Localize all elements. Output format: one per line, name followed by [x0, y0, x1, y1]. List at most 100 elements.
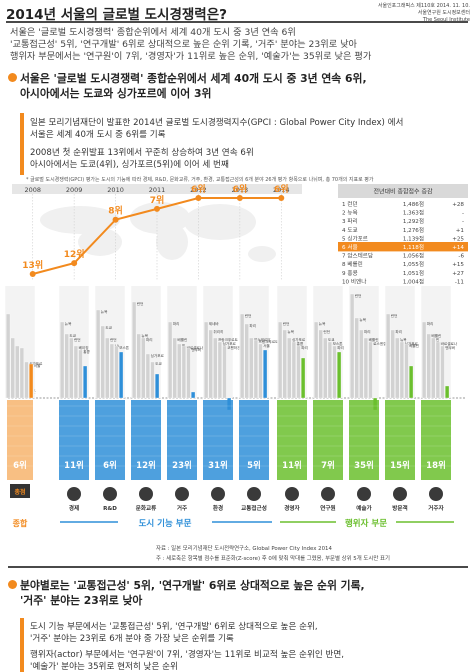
- city-bar-label: 서울: [34, 363, 41, 368]
- table-change: +27: [452, 271, 464, 277]
- city-bar: [395, 337, 400, 399]
- city-bar: [404, 343, 409, 399]
- table-rank: 6 서울: [342, 243, 358, 251]
- city-bar-label: 바르셀로나: [441, 341, 458, 346]
- seoul-bar: [119, 351, 124, 399]
- city-bar-label: 베를린: [177, 337, 187, 342]
- city-bar: [100, 325, 105, 399]
- category-label: 거주자: [428, 504, 444, 512]
- table-rank: 8 베를린: [342, 260, 363, 268]
- table-score: 1,139점: [403, 235, 424, 242]
- city-bar: [282, 329, 287, 399]
- city-bar: [181, 345, 186, 399]
- heading-line: '거주' 분야는 23위로 낮아: [20, 594, 143, 607]
- table-change: +14: [452, 245, 464, 251]
- city-bar-label: 파리: [395, 329, 402, 334]
- body-line: '예술가' 분야는 35위로 현저히 낮은 순위: [30, 662, 178, 672]
- seoul-rank-label: 11위: [64, 460, 84, 471]
- body-line: 일본 모리기념재단이 발표한 2014년 글로벌 도시경쟁력지수(GPCI : …: [30, 118, 404, 128]
- city-bar-label: 파리: [427, 321, 434, 326]
- rank-point: [236, 195, 243, 201]
- category-icon: [175, 487, 189, 501]
- city-bar: [249, 337, 254, 399]
- city-bar: [435, 341, 440, 399]
- city-bar-label: 런던: [245, 313, 252, 318]
- category-icon: [139, 487, 153, 501]
- city-bar-label: 파리: [146, 337, 153, 342]
- summary-line: 행위자 부문에서는 '연구원'이 7위, '경영자'가 11위로 높은 순위, …: [10, 51, 372, 62]
- category-label: 총점: [14, 488, 25, 496]
- city-bar: [145, 353, 150, 399]
- city-bar-label: 런던: [391, 313, 398, 318]
- city-bar: [204, 321, 209, 399]
- seoul-bar: [263, 349, 268, 399]
- city-bar: [426, 333, 431, 399]
- rank-point-label: 6위: [191, 184, 206, 195]
- category-icon: [103, 487, 117, 501]
- category-label: 경영자: [284, 504, 300, 512]
- x-tick-label: 2011: [149, 186, 166, 194]
- city-bar: [368, 341, 373, 399]
- page-title: 2014년 서울의 글로벌 도시경쟁력은?: [6, 7, 227, 23]
- group-label: 도시 기능 부문: [139, 518, 192, 529]
- city-bar-label: 로스엔젤레스: [373, 341, 394, 346]
- city-bar-label: 프랑크푸르트: [259, 339, 280, 344]
- city-bar-label: 취리히: [213, 329, 223, 334]
- category-panel: [385, 400, 415, 480]
- category-label: 경제: [69, 504, 79, 512]
- rank-point-label: 6위: [233, 184, 248, 195]
- category-label: 교통접근성: [241, 504, 267, 512]
- category-panel: [421, 400, 451, 480]
- title-divider: [6, 21, 468, 23]
- seoul-bar: [337, 351, 342, 399]
- city-bar: [24, 361, 29, 399]
- city-bar-label: 서울: [263, 343, 270, 348]
- category-icon: [393, 487, 407, 501]
- group-label: 종합: [13, 518, 28, 528]
- city-bar-label: 베를린: [369, 337, 379, 342]
- city-bar: [386, 313, 391, 399]
- city-bar: [114, 345, 119, 399]
- city-bar-label: 뉴욕: [319, 321, 326, 326]
- city-bar-label: 파리: [364, 329, 371, 334]
- rank-point: [71, 260, 78, 267]
- x-tick-label: 2008: [24, 186, 41, 194]
- table-score: 1,118점: [403, 244, 424, 251]
- category-label: 환경: [213, 504, 223, 512]
- category-panel: [95, 400, 125, 480]
- orange-bullet-icon: [8, 73, 17, 82]
- section-divider: [8, 566, 468, 568]
- table-header-band: [338, 184, 468, 198]
- world-map-shape: [156, 224, 188, 260]
- category-icon: [429, 487, 443, 501]
- city-bar: [186, 347, 191, 399]
- category-panel: [7, 400, 33, 480]
- table-score: 1,363점: [403, 210, 424, 217]
- table-change: -: [462, 211, 464, 217]
- city-bar: [314, 321, 319, 399]
- city-bar-label: 밴쿠버: [445, 345, 455, 350]
- city-bar-label: 빈: [436, 337, 439, 342]
- category-icon: [211, 487, 225, 501]
- quote-bar: [20, 618, 24, 672]
- table-score: 1,055점: [403, 261, 424, 268]
- body-line: '거주' 분야는 23위로 6개 분야 중 가장 낮은 순위를 기록: [30, 634, 234, 644]
- table-change: -6: [458, 254, 464, 260]
- table-rank: 7 암스테르담: [342, 252, 373, 260]
- table-score: 1,486점: [403, 201, 424, 208]
- city-bar-label: 베를린: [431, 333, 441, 338]
- x-tick-label: 2012: [190, 186, 207, 194]
- summary-line: 서울은 '글로벌 도시경쟁력' 종합순위에서 세계 40개 도시 중 3년 연속…: [10, 27, 296, 38]
- city-bar-label: 도쿄: [105, 326, 112, 330]
- table-change: +25: [452, 236, 464, 242]
- city-bar-label: 뉴욕: [141, 333, 148, 338]
- rank-charts: 2008 2009 2010 2011 2012 2013 2014 13위 12위 8위 7위 6위…: [5, 184, 468, 529]
- table-highlight-row: [338, 242, 468, 252]
- seoul-bar: [29, 363, 34, 399]
- table-change: -: [462, 219, 464, 225]
- table-title: 전년대비 종합점수 증감: [373, 188, 432, 196]
- x-tick-label: 2009: [66, 186, 83, 194]
- category-bar-chart: 40개 도시부문별 평균싱가포르서울6위총점뉴욕도쿄런던베이징홍콩11위경제뉴욕…: [5, 286, 466, 529]
- meta-line: The Seoul Institute: [422, 17, 470, 23]
- city-bar-label: 코펜하겐: [227, 345, 241, 350]
